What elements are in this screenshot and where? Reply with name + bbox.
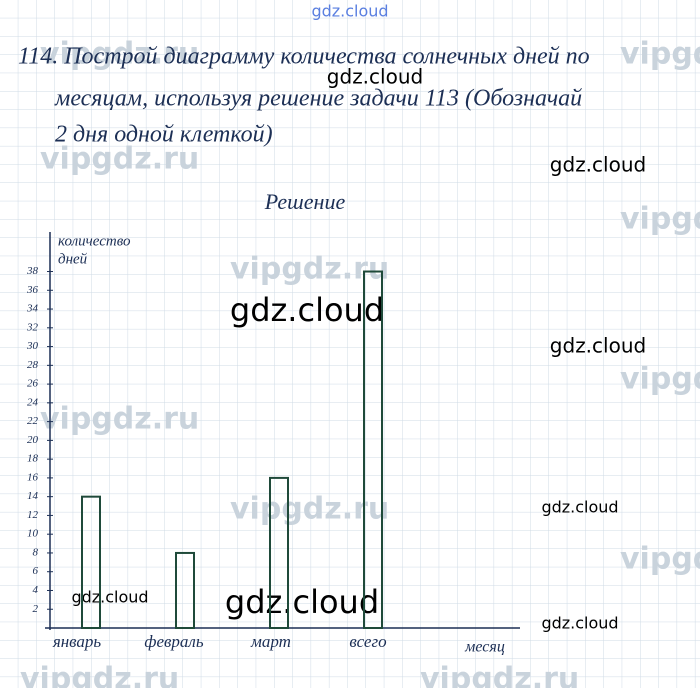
y-tick-label: 18 <box>27 453 39 465</box>
watermark: gdz.cloud <box>311 2 388 21</box>
bar <box>269 476 289 629</box>
watermark: gdz.cloud <box>230 291 384 329</box>
y-tick-label: 12 <box>27 509 39 521</box>
watermark: vipgdz.ru <box>20 662 179 688</box>
y-tick-label: 20 <box>27 434 39 446</box>
watermark: gdz.cloud <box>327 65 423 89</box>
y-tick-label: 32 <box>26 321 39 333</box>
y-tick-label: 26 <box>27 378 39 390</box>
chart-title: Решение <box>264 189 346 214</box>
y-tick-label: 34 <box>26 303 39 315</box>
watermark: vipgdz.ru <box>230 492 389 527</box>
watermark-layer: gdz.cloud gdz.cloud gdz.cloud gdz.cloud gdz.… <box>71 2 646 633</box>
watermark: vipgdz.ru <box>620 202 700 237</box>
problem-line: 114. Построй диаграмму количества солнеч… <box>18 44 590 70</box>
problem-line: месяцам, используя решение задачи 113 (О… <box>54 86 582 112</box>
bar <box>81 495 101 629</box>
watermark: gdz.cloud <box>541 498 618 517</box>
y-axis-label: количество <box>58 233 131 249</box>
x-tick-label: март <box>250 632 291 651</box>
watermark: vipgdz.ru <box>620 362 700 397</box>
y-tick-label: 2 <box>33 603 39 615</box>
watermark: vipgdz.ru <box>40 142 199 177</box>
y-tick-label: 36 <box>26 284 39 296</box>
y-tick-label: 28 <box>27 359 39 371</box>
watermark: vipgdz.ru <box>420 662 579 688</box>
watermark: gdz.cloud <box>550 334 646 358</box>
watermark: vipgdz.ru <box>620 37 700 72</box>
y-tick-label: 10 <box>27 528 39 540</box>
y-tick-label: 6 <box>33 565 39 577</box>
bar <box>175 551 195 630</box>
x-tick-label: февраль <box>144 632 203 651</box>
y-tick-label: 4 <box>33 584 39 596</box>
watermark: vipgdz.ru <box>620 542 700 577</box>
y-tick-label: 38 <box>26 265 39 277</box>
watermark: gdz.cloud <box>550 153 646 177</box>
y-tick-label: 16 <box>27 471 39 483</box>
watermark: vipgdz.ru <box>230 252 389 287</box>
y-tick-label: 30 <box>26 340 39 352</box>
watermark-layer: vipgdz.ru vipgdz.ru vipgdz.ru vipgdz.ru vipg… <box>20 37 700 688</box>
problem-line: 2 дня одной клеткой) <box>55 122 273 148</box>
y-tick-label: 14 <box>27 490 39 502</box>
y-tick-label: 22 <box>27 415 39 427</box>
watermark: vipgdz.ru <box>40 402 199 437</box>
x-axis-label: месяц <box>464 639 505 656</box>
y-axis-label: дней <box>58 251 88 267</box>
watermark: gdz.cloud <box>225 583 379 621</box>
x-tick-label: январь <box>52 632 102 651</box>
x-tick-label: всего <box>349 632 386 651</box>
watermark: gdz.cloud <box>541 614 618 633</box>
watermark: vipgdz.ru <box>40 37 199 72</box>
y-tick-label: 8 <box>33 546 39 558</box>
watermark: gdz.cloud <box>71 588 148 607</box>
y-tick-label: 24 <box>27 396 39 408</box>
bar <box>363 270 383 629</box>
